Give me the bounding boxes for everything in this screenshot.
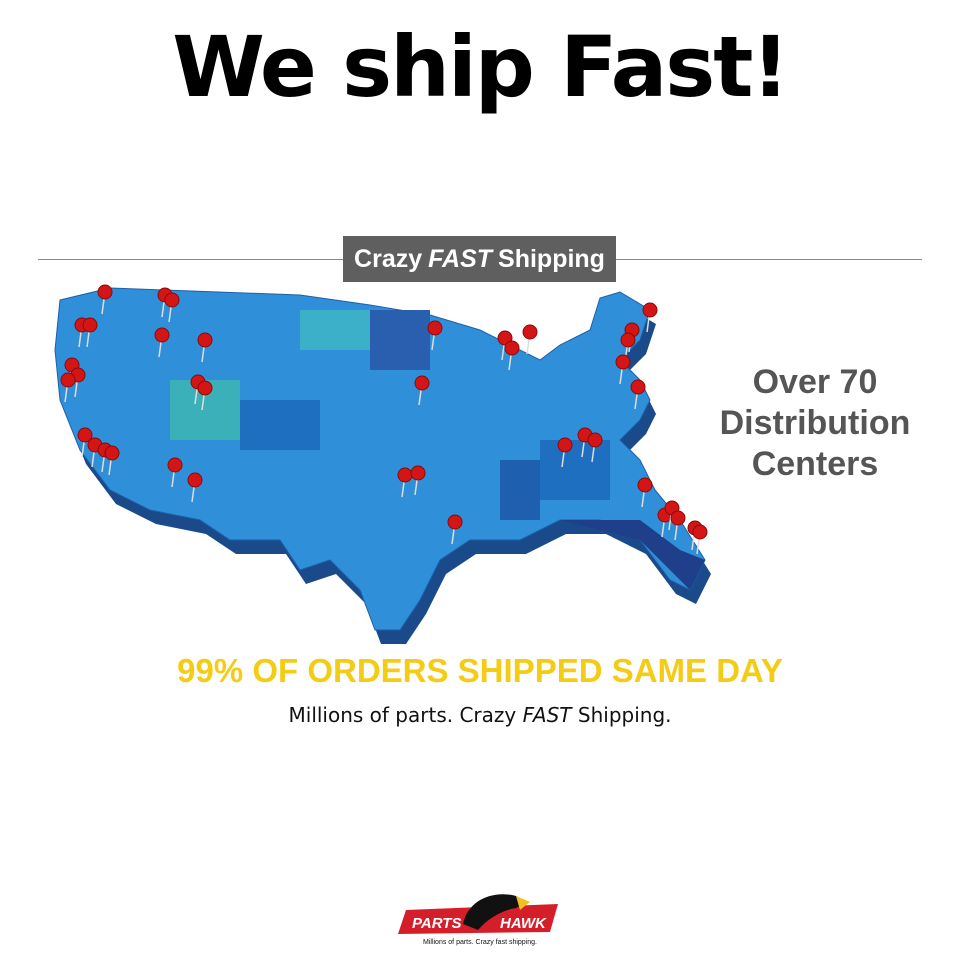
badge-text: Shipping xyxy=(498,244,605,273)
distribution-center-pin-icon xyxy=(414,375,430,391)
map-state xyxy=(240,400,320,450)
distribution-center-pin-icon xyxy=(522,324,538,340)
distribution-center-pin-icon xyxy=(587,432,603,448)
hawk-beak-icon xyxy=(516,896,530,910)
distribution-center-pin-icon xyxy=(167,457,183,473)
distribution-center-pin-icon xyxy=(197,332,213,348)
distribution-line: Distribution xyxy=(719,404,911,442)
logo-slogan: Millions of parts. Crazy fast shipping. xyxy=(423,939,537,946)
logo-text-right: HAWK xyxy=(500,915,547,932)
distribution-center-pin-icon xyxy=(82,317,98,333)
distribution-center-pin-icon xyxy=(397,467,413,483)
distribution-center-pin-icon xyxy=(60,372,76,388)
map-state xyxy=(500,460,540,520)
distribution-center-pin-icon xyxy=(164,292,180,308)
tagline-text: Millions of parts. Crazy xyxy=(288,703,523,727)
parts-hawk-logo: PARTS HAWK Millions of parts. Crazy fast… xyxy=(398,894,558,946)
distribution-center-pin-icon xyxy=(427,320,443,336)
divider-left xyxy=(38,259,343,260)
divider-right xyxy=(616,259,922,260)
distribution-center-pin-icon xyxy=(77,427,93,443)
distribution-center-pin-icon xyxy=(642,302,658,318)
map-state xyxy=(560,520,705,590)
distribution-center-pin-icon xyxy=(97,284,113,300)
distribution-center-pin-icon xyxy=(504,340,520,356)
map-state xyxy=(540,440,610,500)
distribution-center-pin-icon xyxy=(630,379,646,395)
distribution-center-pin-icon xyxy=(104,445,120,461)
tagline-emphasis: FAST xyxy=(522,703,572,727)
distribution-center-pin-icon xyxy=(670,510,686,526)
same-day-headline: 99% OF ORDERS SHIPPED SAME DAY xyxy=(177,652,783,689)
distribution-line: Over 70 xyxy=(752,363,878,401)
headline: We ship Fast! xyxy=(172,18,789,116)
map-state xyxy=(370,310,430,370)
distribution-center-pin-icon xyxy=(692,524,708,540)
distribution-center-pin-icon xyxy=(410,465,426,481)
map-state xyxy=(300,310,370,350)
pins-layer xyxy=(60,284,708,555)
distribution-center-pin-icon xyxy=(197,380,213,396)
distribution-centers-text: Over 70 Distribution Centers xyxy=(700,362,930,485)
hawk-icon xyxy=(463,894,528,930)
distribution-center-pin-icon xyxy=(557,437,573,453)
us-map xyxy=(54,284,711,644)
distribution-center-pin-icon xyxy=(615,354,631,370)
distribution-center-pin-icon xyxy=(187,472,203,488)
badge-text-emphasis: FAST xyxy=(428,244,493,273)
badge-text: Crazy xyxy=(354,244,423,273)
distribution-line: Centers xyxy=(751,445,879,483)
crazy-fast-shipping-badge: Crazy FAST Shipping xyxy=(343,236,616,282)
distribution-center-pin-icon xyxy=(447,514,463,530)
tagline-text: Shipping. xyxy=(571,703,672,727)
distribution-center-pin-icon xyxy=(637,477,653,493)
tagline: Millions of parts. Crazy FAST Shipping. xyxy=(0,703,960,727)
distribution-center-pin-icon xyxy=(154,327,170,343)
logo-text-left: PARTS xyxy=(412,915,461,932)
distribution-center-pin-icon xyxy=(620,332,636,348)
